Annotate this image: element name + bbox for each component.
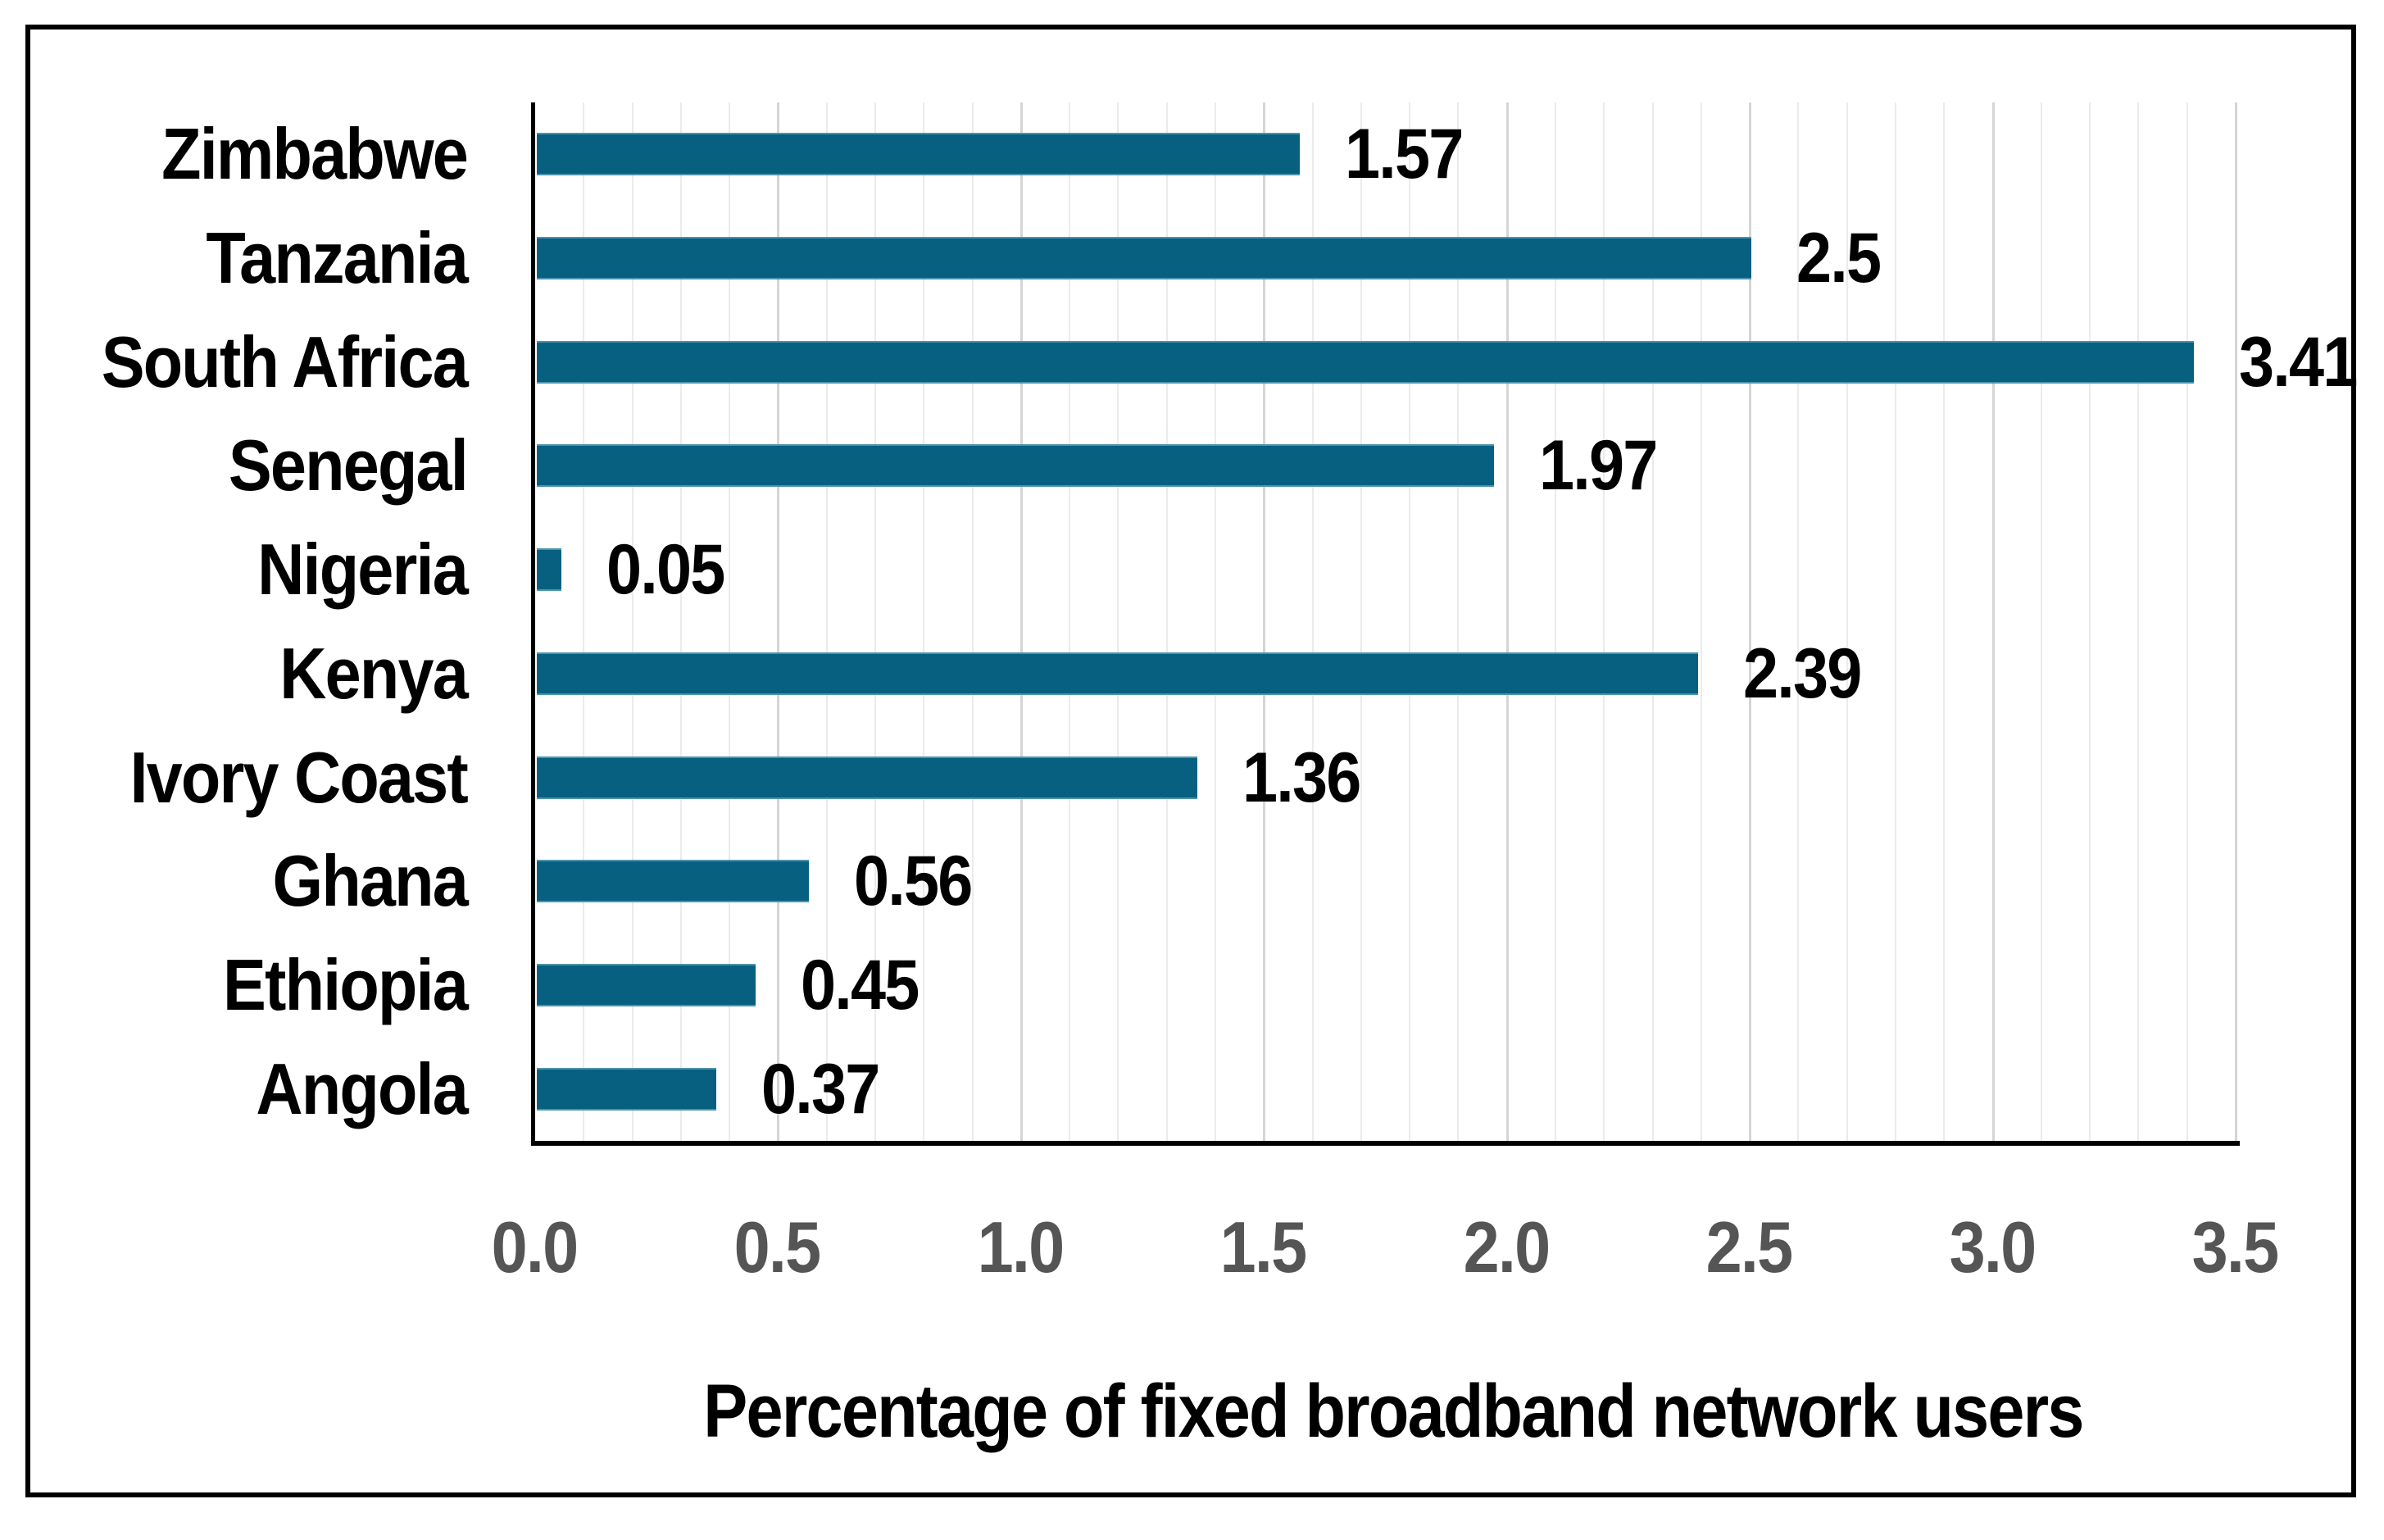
- x-tick-label: 1.5: [1219, 1206, 1308, 1288]
- bar: [537, 756, 1198, 799]
- data-label: 0.05: [606, 530, 725, 610]
- category-label: Ethiopia: [223, 943, 469, 1025]
- bar: [537, 860, 809, 903]
- category-label: Zimbabwe: [161, 113, 469, 195]
- gridline-minor: [1409, 102, 1411, 1141]
- gridline-minor: [1069, 102, 1071, 1141]
- gridline-minor: [2089, 102, 2091, 1141]
- category-label: Ghana: [272, 840, 469, 922]
- gridline-major: [1991, 102, 1995, 1141]
- gridline-minor: [825, 102, 828, 1141]
- data-label: 3.41: [2238, 322, 2358, 402]
- data-label: 0.45: [800, 945, 920, 1024]
- x-tick-label: 0.5: [734, 1206, 822, 1288]
- category-label: Nigeria: [257, 529, 469, 611]
- gridline-minor: [1215, 102, 1216, 1141]
- bar: [537, 1067, 717, 1111]
- gridline-minor: [1846, 102, 1848, 1141]
- data-label: 1.57: [1344, 115, 1464, 194]
- gridline-minor: [1360, 102, 1362, 1141]
- gridline-minor: [2040, 102, 2042, 1141]
- gridline-minor: [1651, 102, 1654, 1141]
- gridline-minor: [1797, 102, 1800, 1141]
- category-label: South Africa: [101, 320, 469, 402]
- gridline-minor: [1603, 102, 1605, 1141]
- bar: [537, 340, 2194, 384]
- category-label: Kenya: [279, 632, 469, 714]
- gridline-minor: [2137, 102, 2140, 1141]
- gridline-minor: [1943, 102, 1946, 1141]
- gridline-minor: [1700, 102, 1702, 1141]
- data-label: 0.37: [761, 1049, 880, 1129]
- x-tick-label: 3.0: [1949, 1206, 2037, 1288]
- bar: [537, 133, 1300, 176]
- gridline-minor: [1457, 102, 1460, 1141]
- data-label: 1.36: [1242, 738, 1361, 817]
- gridline-major: [1019, 102, 1023, 1141]
- x-tick-label: 2.0: [1463, 1206, 1551, 1288]
- gridline-minor: [1555, 102, 1556, 1141]
- chart-outer-border: [25, 25, 2356, 1497]
- x-axis-title: Percentage of fixed broadband network us…: [703, 1370, 2084, 1453]
- gridline-major: [1749, 102, 1752, 1141]
- data-label: 0.56: [854, 842, 973, 921]
- gridline-minor: [631, 102, 633, 1141]
- gridline-minor: [729, 102, 731, 1141]
- gridline-minor: [971, 102, 974, 1141]
- gridline-minor: [1165, 102, 1168, 1141]
- bar: [537, 548, 561, 592]
- y-axis-line: [531, 102, 535, 1143]
- gridline-minor: [1311, 102, 1314, 1141]
- data-label: 2.5: [1796, 219, 1882, 298]
- gridline-minor: [1117, 102, 1119, 1141]
- bar: [537, 963, 756, 1006]
- gridline-major: [1263, 102, 1266, 1141]
- data-label: 2.39: [1742, 634, 1862, 713]
- gridline-minor: [1895, 102, 1896, 1141]
- bar: [537, 237, 1752, 280]
- x-tick-label: 1.0: [977, 1206, 1065, 1288]
- data-label: 1.97: [1538, 426, 1658, 506]
- gridline-major: [1505, 102, 1509, 1141]
- bar: [537, 652, 1698, 695]
- gridline-major: [777, 102, 780, 1141]
- category-label: Senegal: [228, 425, 469, 507]
- gridline-minor: [679, 102, 682, 1141]
- gridline-minor: [2186, 102, 2188, 1141]
- gridline-minor: [923, 102, 925, 1141]
- bar: [537, 444, 1494, 488]
- x-tick-label: 3.5: [2191, 1206, 2280, 1288]
- gridline-major: [2235, 102, 2237, 1141]
- x-tick-label: 0.0: [491, 1206, 579, 1288]
- category-label: Ivory Coast: [129, 736, 468, 818]
- x-tick-label: 2.5: [1705, 1206, 1794, 1288]
- gridline-minor: [874, 102, 876, 1141]
- x-axis-line: [531, 1141, 2240, 1146]
- category-label: Tanzania: [206, 217, 468, 299]
- gridline-minor: [583, 102, 585, 1141]
- category-label: Angola: [256, 1047, 468, 1129]
